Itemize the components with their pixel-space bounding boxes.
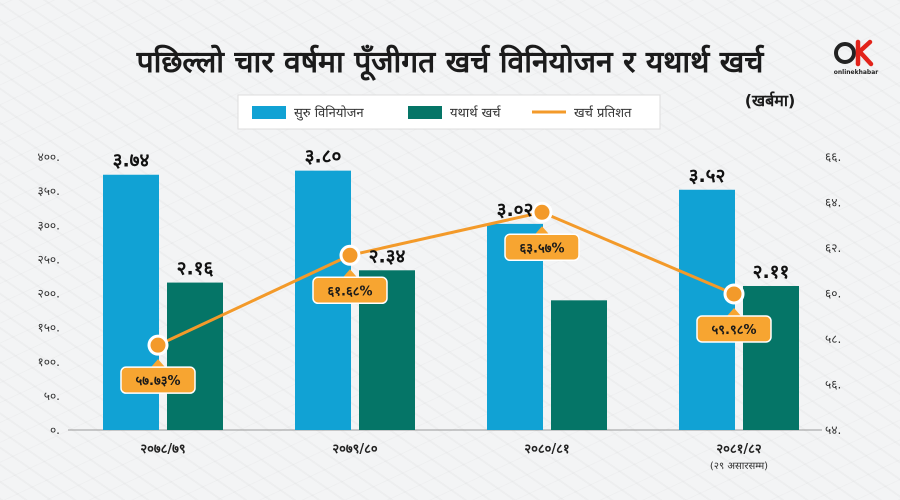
percent-value-label: ५७.७३% — [135, 374, 180, 389]
actual-bar — [551, 300, 607, 430]
onlinekhabar-logo: onlinekhabar — [834, 39, 879, 76]
percent-callout-pointer — [535, 226, 549, 235]
chart-title: पछिल्लो चार वर्षमा पूँजीगत खर्च विनियोजन… — [136, 44, 765, 81]
logo-o-mark — [834, 42, 856, 64]
x-tick-label: २०७९/८० — [332, 442, 378, 457]
axes: ०. ५०. १००. १५०. २००. २५०. ३००. ३५०. ४००. ५४. ५६. ५… — [37, 150, 841, 472]
y-tick-label: ४००. — [37, 150, 60, 164]
data-labels: ३.७४ ३.८० ३.०२ ३.५२ २.१६ २.३४ २.११ ५७.७३% ६१.६८%… — [113, 146, 790, 394]
allocation-value-label: ३.०२ — [497, 199, 534, 221]
percent-value-label: ६३.५७% — [519, 241, 564, 256]
percent-callout-box — [120, 366, 196, 394]
x-tick-label: २०८०/८१ — [524, 442, 569, 457]
actual-bar — [743, 285, 799, 430]
y-tick-label: ३५०. — [37, 184, 60, 198]
percent-callout-box — [312, 276, 388, 305]
y-tick-label: ३००. — [37, 218, 60, 232]
y2-tick-label: ६४. — [825, 196, 841, 210]
actual-value-label: २.३४ — [369, 245, 406, 267]
y2-tick-label: ६२. — [825, 241, 841, 255]
legend-label: सुरु विनियोजन — [294, 105, 364, 121]
legend-box — [237, 94, 661, 130]
y-tick-label: ५०. — [44, 389, 60, 403]
y-tick-label: १५०. — [37, 321, 60, 335]
percent-callout-pointer — [727, 307, 741, 316]
allocation-value-label: ३.८० — [305, 146, 342, 168]
logo-text: onlinekhabar — [834, 69, 879, 76]
y2-tick-label: ६६. — [825, 150, 841, 164]
percent-point — [339, 244, 361, 266]
legend-swatch-allocation — [252, 106, 286, 119]
y-tick-label: ०. — [50, 423, 60, 437]
legend-label: यथार्थ खर्च — [450, 105, 502, 121]
percent-point — [147, 334, 169, 356]
x-tick-note: (२९ असारसम्म) — [710, 461, 768, 472]
actual-value-label: २.१६ — [177, 258, 214, 280]
logo-k-mark — [855, 39, 874, 67]
y2-tick-label: ६०. — [825, 287, 841, 301]
percent-value-label: ६१.६८% — [327, 284, 372, 299]
y2-tick-label: ५४. — [825, 423, 841, 437]
chart-unit-label: (खर्बमा) — [745, 91, 796, 110]
percent-value-label: ५९.९८% — [711, 323, 756, 338]
percent-callout-pointer — [343, 269, 357, 278]
percent-line — [147, 201, 745, 356]
legend-label: खर्च प्रतिशत — [574, 105, 632, 121]
chart-legend: सुरु विनियोजन यथार्थ खर्च खर्च प्रतिशत — [237, 94, 661, 130]
x-tick-label: २०८१/८२ — [716, 442, 762, 457]
percent-point — [723, 283, 745, 305]
y-tick-label: १००. — [37, 355, 60, 369]
percent-line-path — [157, 210, 735, 347]
percent-callout-box — [504, 233, 580, 262]
percent-callout-box — [696, 315, 772, 343]
bars — [103, 170, 799, 430]
y-tick-label: २००. — [37, 287, 60, 301]
y2-tick-label: ५८. — [825, 332, 841, 346]
legend-swatch-actual — [408, 106, 442, 119]
allocation-value-label: ३.५२ — [689, 165, 726, 187]
allocation-value-label: ३.७४ — [113, 150, 150, 172]
y-tick-label: २५०. — [37, 252, 60, 266]
y2-tick-label: ५६. — [825, 378, 841, 392]
x-tick-label: २०७८/७९ — [140, 442, 185, 457]
allocation-bar — [679, 189, 735, 430]
percent-point — [531, 201, 553, 223]
percent-callout-pointer — [151, 359, 165, 368]
actual-bar — [167, 282, 223, 430]
actual-value-label: २.११ — [753, 261, 790, 283]
